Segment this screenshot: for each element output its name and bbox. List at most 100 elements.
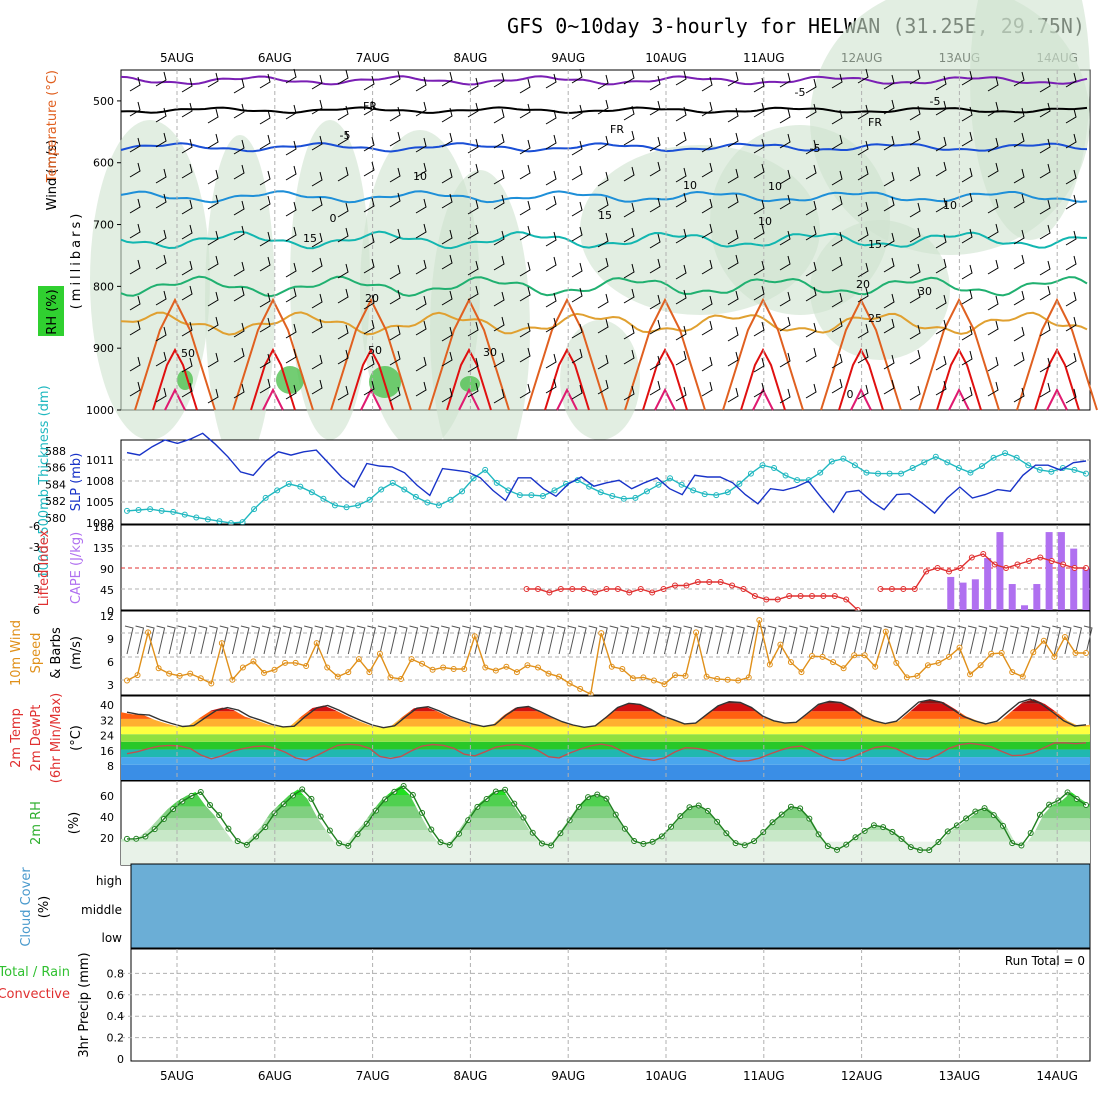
wind-barb <box>285 323 297 339</box>
wind-barb <box>129 76 141 92</box>
wind-barb <box>935 197 947 213</box>
wind10m-barb <box>335 625 345 655</box>
rh-swatch <box>38 286 64 336</box>
wind10m-barb <box>493 625 503 655</box>
wind-barb <box>389 106 401 122</box>
wind-barb <box>883 354 895 370</box>
wind-barb <box>857 287 869 303</box>
wind-barb <box>909 288 921 304</box>
wind-barb <box>389 192 401 208</box>
wind-barb <box>493 255 505 271</box>
day-label: 8AUG <box>453 1069 487 1083</box>
wind-barb <box>519 286 531 302</box>
wind-barb <box>389 264 401 280</box>
wind-barb <box>337 385 349 401</box>
wind-barb <box>597 293 609 309</box>
wind-barb <box>857 68 869 84</box>
wind-barb <box>259 231 271 247</box>
wind-barb <box>701 259 713 275</box>
wind10m-barb <box>282 625 292 655</box>
precip-tick: 0.4 <box>107 1010 125 1023</box>
li-tick: 6 <box>33 604 40 617</box>
wind-barb <box>207 133 219 149</box>
wind10m-barb <box>662 625 672 655</box>
wind-barb <box>181 357 193 373</box>
wind-barb <box>961 350 973 366</box>
wind-barb <box>207 72 219 88</box>
cape-bar <box>1033 584 1041 610</box>
wind-barb <box>467 224 479 240</box>
wind-barb <box>467 382 479 398</box>
wind-barb <box>259 353 271 369</box>
day-label: 7AUG <box>356 1069 390 1083</box>
wind-barb <box>233 103 245 119</box>
wind10m-barb <box>936 625 946 655</box>
isotherm-25 <box>120 311 1088 336</box>
slp-line <box>126 432 1087 515</box>
wind-barb <box>805 164 817 180</box>
contour-label: 10 <box>768 180 782 193</box>
wind-barb <box>207 388 219 404</box>
wind-barb <box>831 170 843 186</box>
wind-barb <box>363 319 375 335</box>
wind-barb <box>571 165 583 181</box>
wind-barb <box>545 378 557 394</box>
wind10m-barb <box>472 625 482 655</box>
wind-barb <box>337 202 349 218</box>
temp2m-panel: 40 32 24 16 8 2m Temp 2m DewPt (6hr Min/Max)… <box>9 693 1091 783</box>
wind10m-barb <box>261 625 271 655</box>
precip-panel: 0.8 0.6 0.4 0.2 0 Run Total = 0 Total / Rain… <box>0 948 1091 1066</box>
wind-barb <box>545 170 557 186</box>
wind-barb <box>1039 138 1051 154</box>
wind-barb <box>493 133 505 149</box>
day-label: 12AUG <box>841 1069 883 1083</box>
contour-label: 20 <box>365 292 379 305</box>
wind-barb <box>805 347 817 363</box>
boundary-spike-hot <box>152 347 198 411</box>
wind10m-barb <box>757 625 766 655</box>
wind-barb <box>259 292 271 308</box>
wind-barb <box>805 261 817 277</box>
wind-barb <box>753 260 765 276</box>
temp2m-ticks: 40 32 24 16 8 <box>100 699 114 773</box>
isotherm-purple <box>120 75 1088 86</box>
wind-barb <box>857 262 869 278</box>
dewpoint-line <box>126 742 1087 763</box>
wind-barb <box>155 132 167 148</box>
wind-barb <box>389 350 401 366</box>
rh-tick: 60 <box>100 790 114 803</box>
wind10m-barb <box>915 625 924 655</box>
wind-barb <box>779 72 791 88</box>
wind-barb <box>1013 132 1025 148</box>
wind-barb <box>961 228 973 244</box>
contour-label: 15 <box>598 209 612 222</box>
wind-barb <box>337 130 349 146</box>
wind-barb <box>753 321 765 337</box>
wind-barb <box>233 164 245 180</box>
wind-barb <box>675 386 687 402</box>
wind-barb <box>1065 108 1077 124</box>
wind10m-unit: (m/s) <box>69 636 84 670</box>
wind-barb <box>493 194 505 210</box>
thickness-tick: 588 <box>45 445 66 458</box>
wind10m-barb <box>546 625 556 655</box>
day-label: 9AUG <box>551 1069 585 1083</box>
convective-label: Convective <box>0 987 70 1002</box>
slp-tick: 1011 <box>86 454 114 467</box>
wind-barb <box>987 356 999 372</box>
wind-barb <box>831 317 843 333</box>
wind-barb <box>207 316 219 332</box>
wind-barb <box>597 318 609 334</box>
precip-grid <box>121 949 1090 1061</box>
wind10m-barb <box>156 625 166 655</box>
wind-barb <box>883 196 895 212</box>
wind-barb <box>493 291 505 307</box>
rh-tick: 40 <box>100 811 114 824</box>
wind-barb <box>1013 326 1025 342</box>
wind-barb <box>311 135 323 151</box>
pressure-frame <box>120 439 1091 525</box>
wind10m-barb <box>967 625 977 655</box>
wind-barb <box>753 382 765 398</box>
boundary-spike <box>134 297 216 411</box>
wind10m-barb <box>1052 625 1061 655</box>
